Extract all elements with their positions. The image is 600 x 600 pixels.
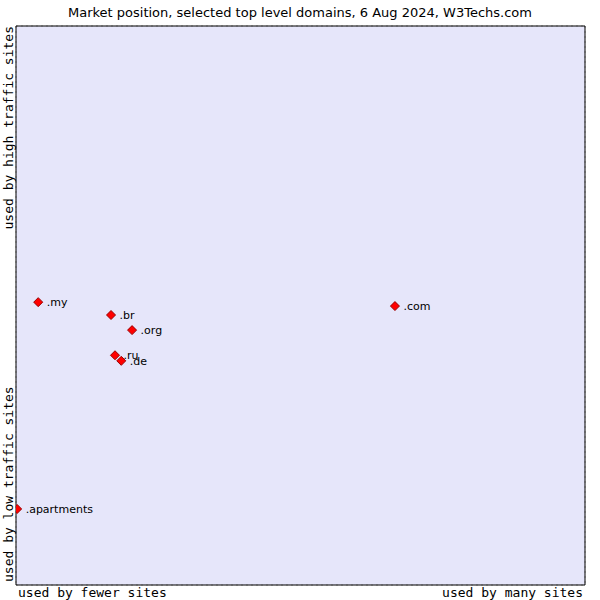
svg-text:used by low traffic sites: used by low traffic sites	[8, 386, 16, 582]
svg-text:.apartments: .apartments	[26, 503, 94, 516]
svg-text:used by fewer sites: used by fewer sites	[18, 585, 167, 600]
svg-text:.org: .org	[141, 324, 163, 337]
svg-text:used by many sites: used by many sites	[442, 585, 583, 600]
svg-text:.de: .de	[130, 355, 147, 368]
svg-text:Market position, selected top: Market position, selected top level doma…	[68, 5, 532, 20]
svg-text:.br: .br	[120, 309, 135, 322]
svg-text:used by high traffic sites: used by high traffic sites	[8, 26, 16, 230]
svg-text:.my: .my	[47, 296, 68, 309]
svg-text:.com: .com	[403, 300, 430, 313]
